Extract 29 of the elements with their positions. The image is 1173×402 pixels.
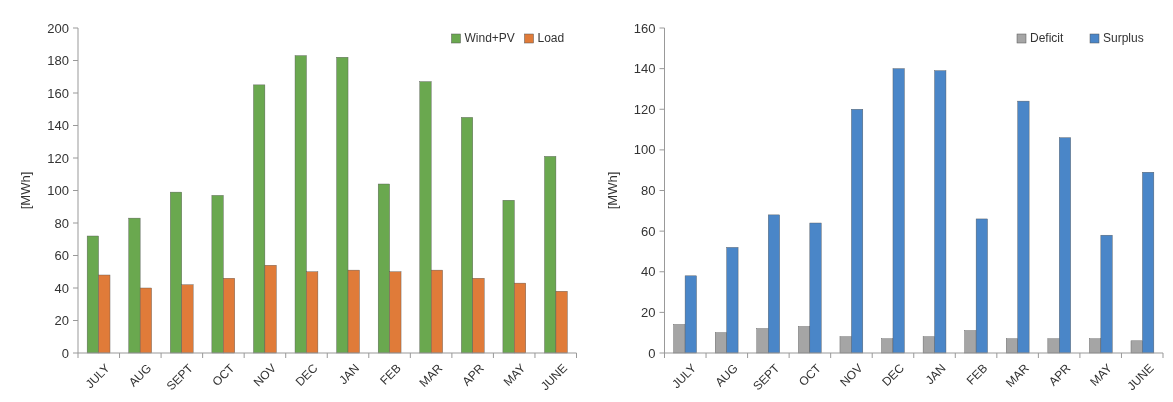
y-tick-label: 80 [54, 215, 69, 231]
y-axis-title: [MWh] [18, 171, 33, 210]
y-tick-label: 0 [61, 345, 69, 361]
y-tick-label: 80 [641, 183, 656, 199]
y-tick-label: 20 [54, 313, 69, 329]
y-axis-title: [MWh] [604, 171, 620, 210]
y-tick-label: 140 [633, 61, 656, 77]
y-tick-label: 160 [633, 20, 656, 36]
y-tick-label: 100 [47, 183, 69, 199]
legend-label: Deficit [1030, 31, 1065, 46]
legend-label: Surplus [1103, 31, 1144, 46]
y-tick-label: 60 [641, 223, 656, 239]
y-tick-label: 160 [47, 85, 69, 101]
y-tick-label: 120 [47, 150, 69, 166]
y-tick-label: 200 [47, 20, 69, 36]
x-tick-label: JAN [336, 361, 363, 388]
y-tick-label: 60 [54, 248, 69, 264]
y-tick-label: 0 [648, 345, 656, 361]
y-tick-label: 40 [54, 280, 69, 296]
x-tick-label: FEB [377, 361, 404, 388]
y-tick-label: 40 [641, 264, 656, 280]
y-tick-label: 120 [633, 101, 656, 117]
y-tick-label: 100 [633, 142, 656, 158]
x-tick-label: JAN [922, 361, 949, 388]
y-tick-label: 140 [47, 118, 69, 134]
legend-label: Load [537, 31, 565, 46]
y-tick-label: 20 [641, 304, 656, 320]
y-tick-label: 180 [47, 53, 69, 69]
legend-label: Wind+PV [464, 31, 515, 46]
